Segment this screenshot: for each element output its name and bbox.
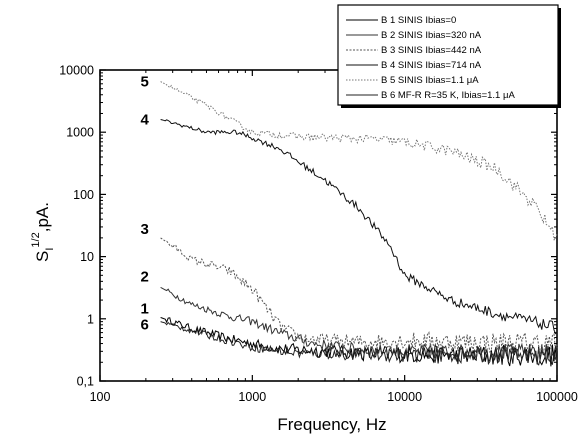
legend-entry-label: B 2 SINIS Ibias=320 nA	[381, 30, 482, 41]
curve-label-6: 6	[140, 317, 148, 334]
y-tick-label: 100	[73, 188, 94, 202]
curve-label-3: 3	[140, 221, 148, 238]
y-tick-label: 1	[87, 312, 94, 326]
curve-label-5: 5	[140, 74, 148, 91]
legend-box	[337, 4, 559, 106]
x-tick-label: 100	[90, 390, 111, 404]
y-axis-title-sub: I	[44, 248, 56, 251]
legend-entry-label: B 1 SINIS Ibias=0	[381, 15, 456, 26]
legend-entry-label: B 6 MF-R R=35 K, Ibias=1.1 μA	[381, 90, 515, 101]
series-line-3	[160, 237, 558, 355]
y-tick-label: 1000	[66, 126, 94, 140]
legend-entry-label: B 5 SINIS Ibias=1.1 μA	[381, 75, 479, 86]
curve-labels: 1 2 3 4 5 6	[140, 74, 149, 334]
x-tick-label: 10000	[387, 390, 422, 404]
x-tick-label: 1000	[238, 390, 266, 404]
series-line-4	[160, 119, 558, 335]
y-tick-label: 10000	[59, 64, 94, 78]
legend-entry-label: B 4 SINIS Ibias=714 nA	[381, 60, 482, 71]
y-axis-title-sup: 1/2	[30, 232, 42, 247]
plot-frame	[99, 69, 558, 382]
series-lines	[160, 81, 558, 367]
curve-label-1: 1	[140, 300, 148, 317]
y-axis-title-main: S	[33, 251, 52, 262]
legend-entry-label: B 3 SINIS Ibias=442 nA	[381, 45, 482, 56]
curve-label-2: 2	[140, 268, 148, 285]
svg-text:SI1/2,pA.: SI1/2,pA.	[30, 202, 56, 262]
series-line-5	[160, 81, 558, 241]
x-axis-title: Frequency, Hz	[277, 415, 386, 434]
plot-area-border	[99, 69, 558, 382]
series-line-6	[160, 321, 558, 366]
y-axis-title-rest: ,pA.	[33, 202, 52, 232]
y-tick-label: 10	[80, 250, 94, 264]
x-tick-label: 100000	[536, 390, 578, 404]
y-axis-title: SI1/2,pA.	[30, 202, 56, 262]
y-tick-label: 0,1	[77, 375, 94, 389]
legend: B 1 SINIS Ibias=0 B 2 SINIS Ibias=320 nA B…	[337, 4, 561, 108]
axis-ticks: 100 1000 10000 100000 0,1 1 10 100 1000 10000	[59, 64, 578, 405]
series-line-2	[160, 286, 558, 363]
curve-label-4: 4	[140, 112, 149, 129]
